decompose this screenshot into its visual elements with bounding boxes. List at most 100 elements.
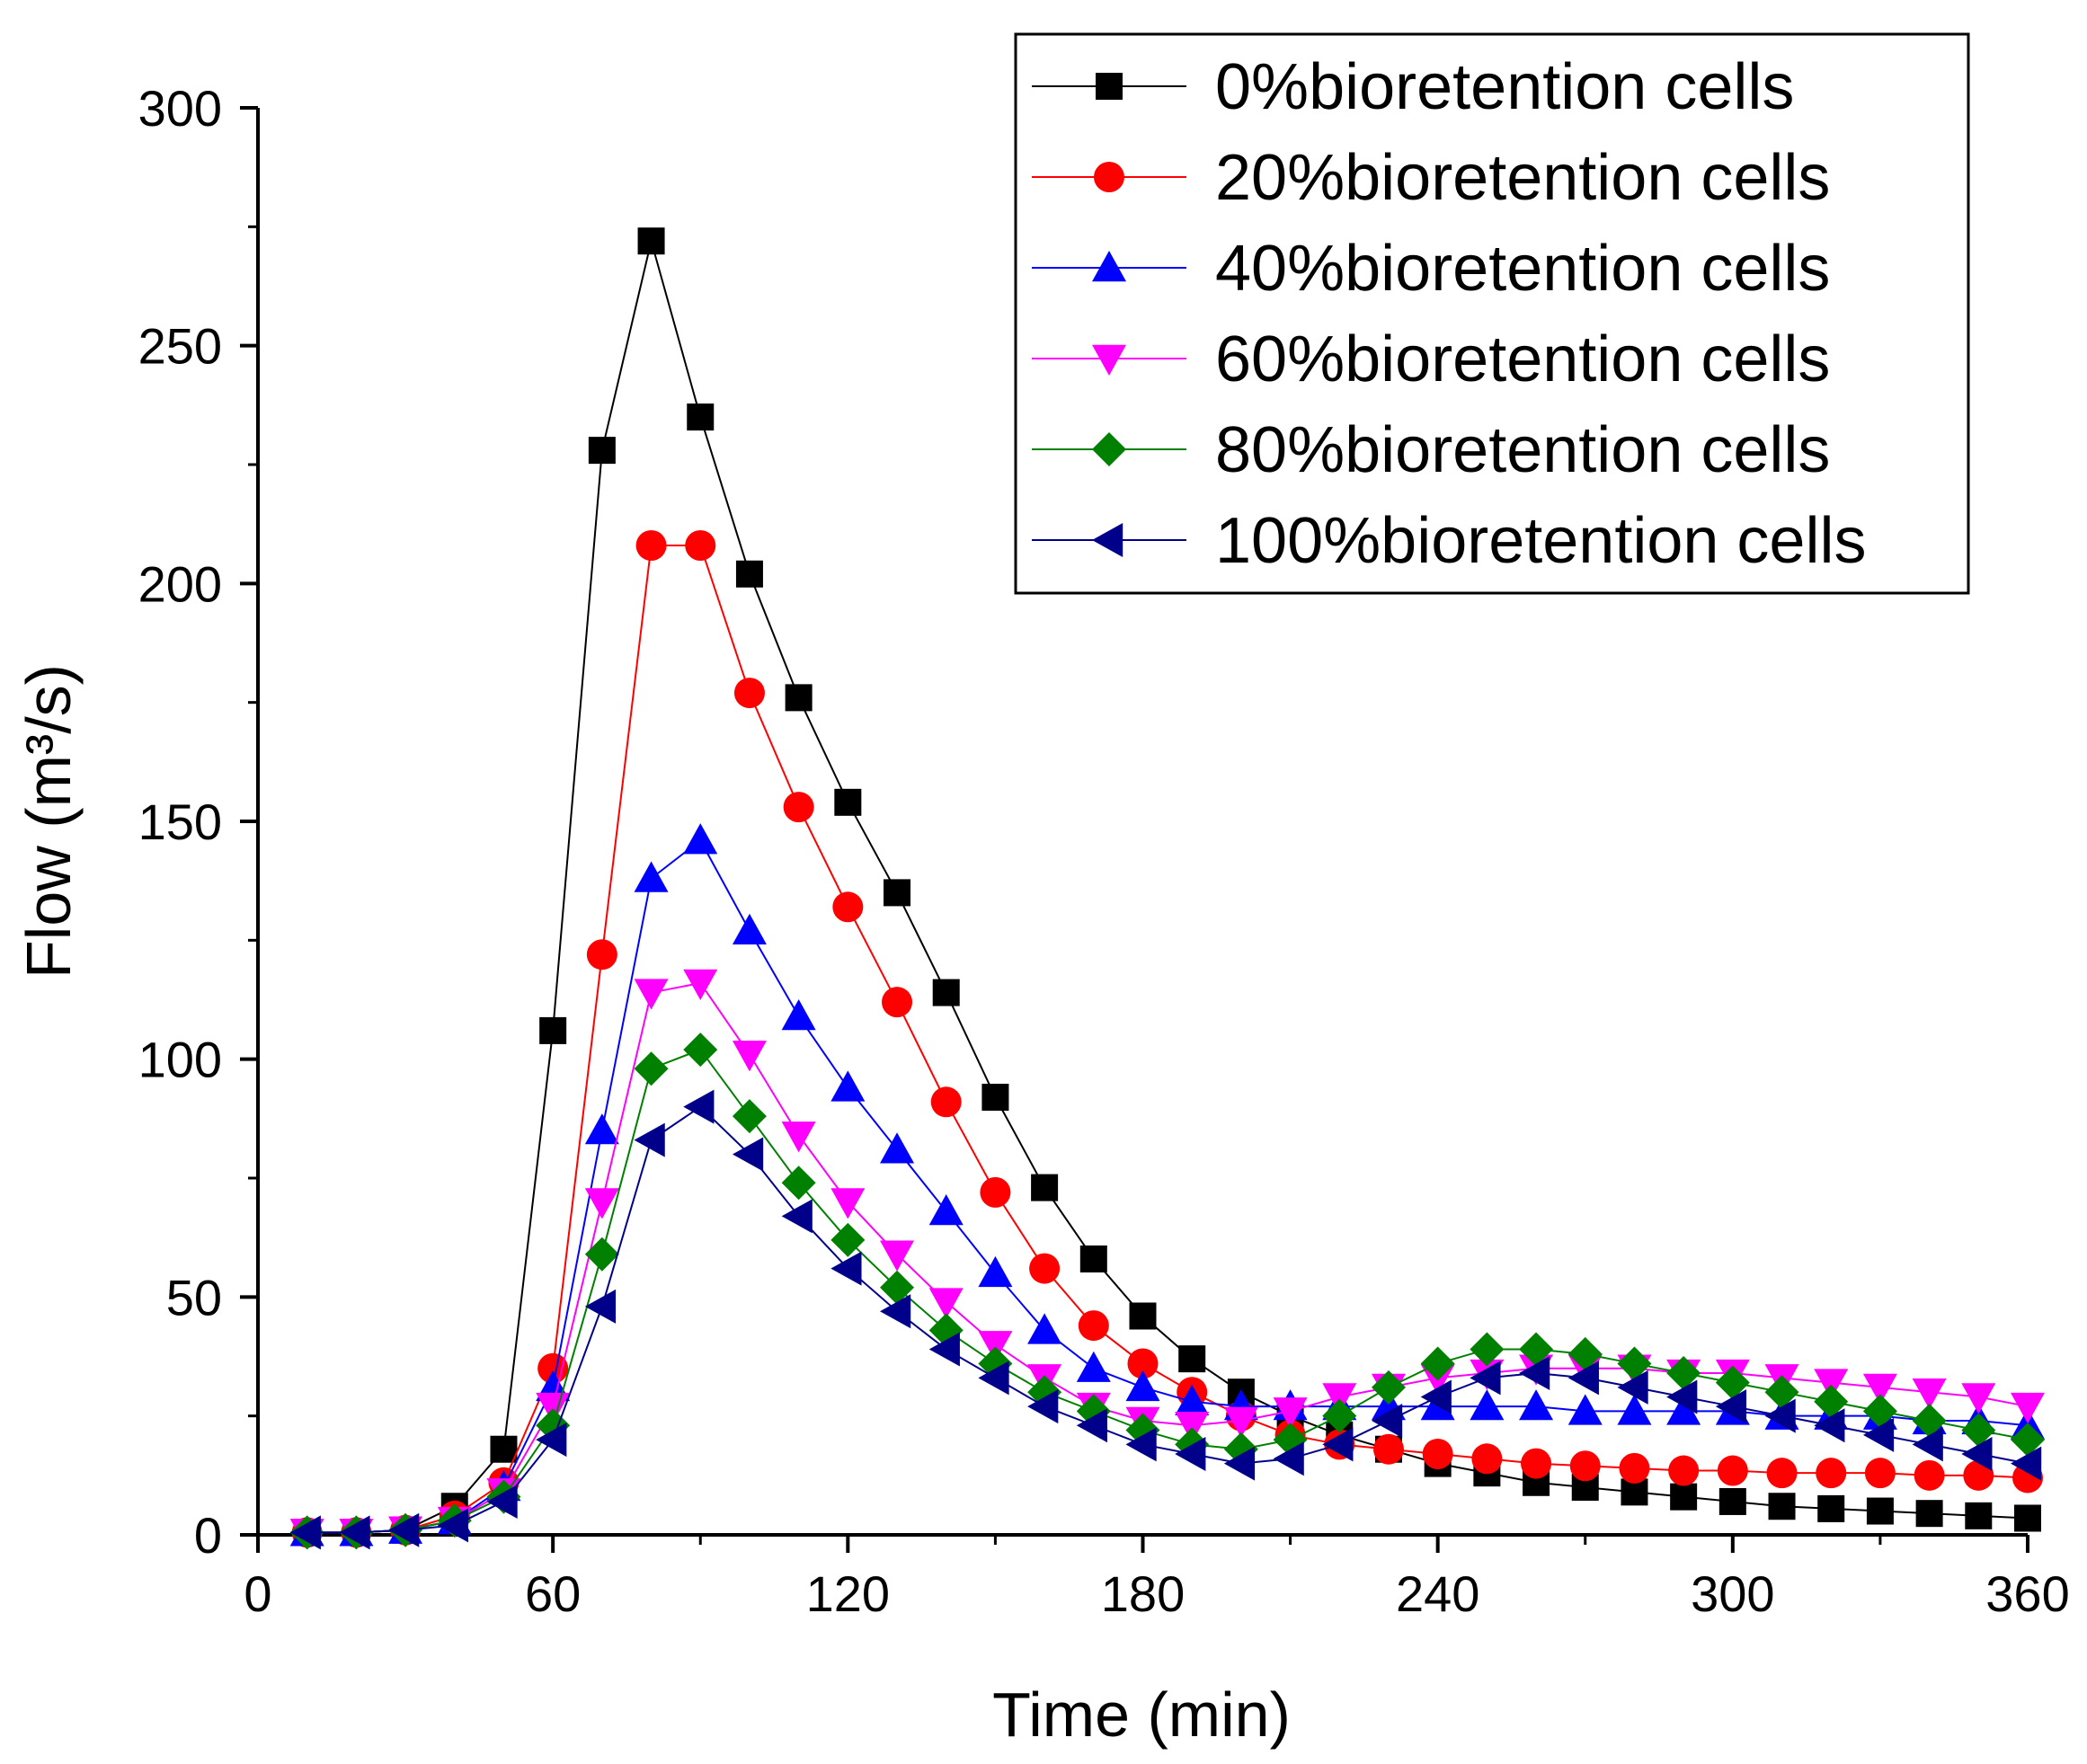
data-point xyxy=(928,1194,964,1226)
data-point xyxy=(1521,1448,1552,1479)
data-point xyxy=(437,1508,468,1543)
data-point xyxy=(732,1137,764,1172)
data-point xyxy=(2011,1392,2045,1424)
x-tick-label: 300 xyxy=(1691,1565,1774,1622)
data-point xyxy=(1420,1346,1455,1381)
data-point xyxy=(1666,1356,1701,1391)
data-point xyxy=(781,1121,816,1153)
data-point xyxy=(1617,1394,1652,1425)
data-point xyxy=(683,1033,718,1068)
data-point xyxy=(1864,1458,1896,1489)
data-point xyxy=(1816,1458,1847,1489)
data-point xyxy=(634,979,669,1010)
data-point xyxy=(978,1331,1013,1362)
data-point xyxy=(1027,1313,1062,1344)
data-point xyxy=(1914,1459,1945,1491)
data-point xyxy=(586,939,617,971)
data-point xyxy=(1125,1370,1160,1402)
data-point xyxy=(1420,1379,1452,1414)
data-point xyxy=(830,1188,866,1219)
y-axis-title: Flow (m³/s) xyxy=(13,664,84,979)
data-point xyxy=(1715,1365,1750,1400)
data-point xyxy=(830,1070,866,1102)
data-point xyxy=(2011,1446,2042,1481)
data-point xyxy=(1666,1394,1701,1425)
data-point xyxy=(1965,1502,1993,1529)
data-point xyxy=(584,1188,619,1219)
data-point xyxy=(1961,1413,1996,1448)
legend-marker xyxy=(1094,162,1124,192)
data-point xyxy=(1031,1174,1059,1201)
data-point xyxy=(880,1240,915,1272)
data-point xyxy=(339,1515,370,1550)
legend-marker xyxy=(1092,432,1126,466)
data-point xyxy=(584,1113,619,1145)
data-point xyxy=(1519,1332,1554,1367)
data-point xyxy=(1223,1406,1258,1438)
data-point xyxy=(1322,1383,1357,1414)
data-point xyxy=(1567,1394,1603,1425)
x-tick-label: 0 xyxy=(244,1565,271,1622)
legend-entry: 80%bioretention cells xyxy=(1032,414,1830,486)
data-point xyxy=(978,1255,1013,1288)
data-point xyxy=(1273,1397,1308,1429)
data-point xyxy=(735,560,763,588)
data-point xyxy=(1617,1370,1648,1405)
legend: 0%bioretention cells 20%bioretention cell… xyxy=(1014,32,1970,595)
data-point xyxy=(1715,1389,1747,1424)
data-point xyxy=(1175,1437,1206,1472)
data-point xyxy=(1817,1494,1845,1522)
x-tick-label: 240 xyxy=(1396,1565,1479,1622)
data-point xyxy=(732,1099,767,1134)
data-point xyxy=(1223,1446,1256,1481)
legend-box xyxy=(1014,32,1970,595)
data-point xyxy=(637,227,665,255)
data-point xyxy=(1814,1408,1845,1443)
data-point xyxy=(536,1423,567,1458)
data-point xyxy=(781,1199,813,1234)
axis-ticks: 0 60 120 180 240 300 360 0 50 100 150 200 250 300 xyxy=(138,80,2070,1622)
data-point xyxy=(1912,1403,1947,1438)
data-point xyxy=(1273,1441,1304,1476)
data-point xyxy=(1961,1383,1996,1414)
data-point xyxy=(930,1086,962,1118)
data-point xyxy=(1079,1245,1107,1272)
data-point xyxy=(486,1484,518,1519)
data-point xyxy=(1029,1253,1061,1284)
data-point xyxy=(388,1512,420,1547)
data-point xyxy=(1862,1394,1897,1429)
data-point xyxy=(1371,1403,1403,1438)
data-point xyxy=(2014,1504,2041,1532)
data-point xyxy=(1718,1487,1746,1515)
data-point xyxy=(1567,1361,1599,1396)
series-line xyxy=(306,1048,2029,1534)
data-point xyxy=(1076,1408,1108,1443)
data-point xyxy=(1862,1417,1895,1452)
data-point xyxy=(539,1016,567,1044)
data-point xyxy=(584,1237,619,1272)
legend-marker xyxy=(1092,344,1126,376)
x-tick-label: 180 xyxy=(1101,1565,1185,1622)
data-point xyxy=(1175,1412,1210,1443)
data-point xyxy=(1129,1302,1157,1330)
data-point xyxy=(830,1222,866,1257)
data-point xyxy=(1567,1336,1603,1371)
data-point xyxy=(289,1515,321,1550)
data-point xyxy=(1668,1455,1700,1486)
data-point xyxy=(1322,1398,1357,1433)
data-point xyxy=(880,1294,911,1329)
data-point xyxy=(584,1289,617,1324)
legend-label: 20%bioretention cells xyxy=(1215,142,1830,214)
data-point xyxy=(1470,1361,1501,1396)
data-point xyxy=(781,999,816,1031)
legend-label: 60%bioretention cells xyxy=(1215,324,1830,395)
data-point xyxy=(1617,1346,1652,1381)
data-point xyxy=(1768,1493,1796,1520)
data-point xyxy=(928,1288,964,1319)
y-tick-label: 100 xyxy=(138,1032,222,1088)
data-point xyxy=(932,979,960,1006)
data-point xyxy=(978,1361,1009,1396)
data-point xyxy=(683,1089,715,1124)
data-point xyxy=(634,1051,669,1086)
